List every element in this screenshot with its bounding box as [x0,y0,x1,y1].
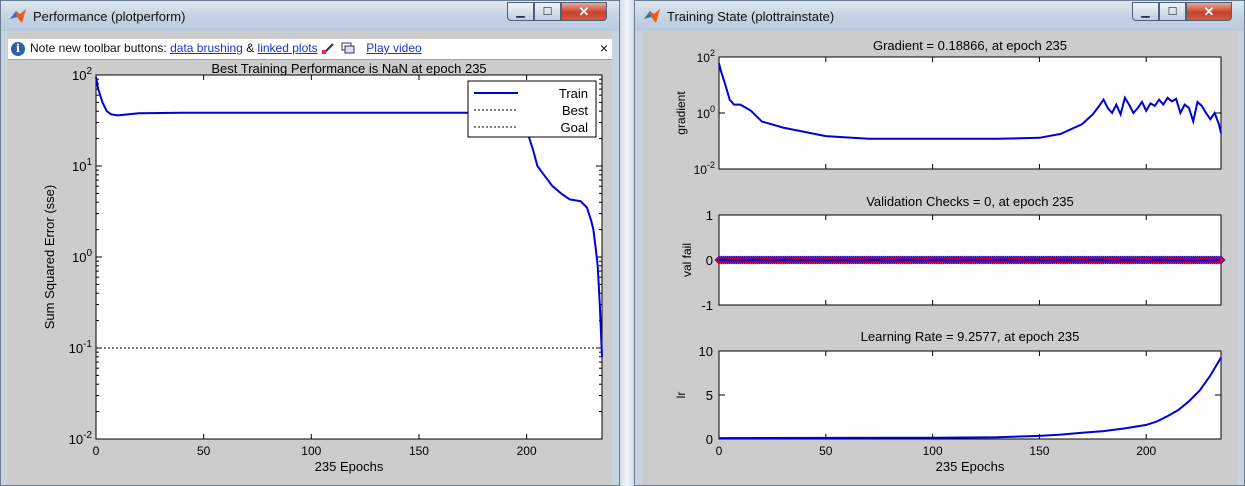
info-amp: & [246,41,255,55]
performance-window: Performance (plotperform) ▁ ☐ ✕ Best Tra… [0,0,620,486]
toolbar-info-bar: i Note new toolbar buttons: data brushin… [8,39,612,60]
gradient-plot-title: Gradient = 0.18866, at epoch 235 [873,38,1067,53]
performance-xtick-label: 100 [301,444,321,458]
gradient-axes [718,56,1222,170]
learning-rate-xtick-label: 150 [1029,444,1049,458]
close-button[interactable]: ✕ [1186,2,1232,21]
minimize-button[interactable]: ▁ [1132,2,1159,21]
validation-ytick-label: -1 [701,298,713,313]
performance-ytick-label: 101 [72,157,92,174]
learning-rate-xtick-label: 200 [1136,444,1156,458]
linked-plots-link[interactable]: linked plots [257,41,318,55]
performance-xtick-label: 0 [93,444,100,458]
maximize-button[interactable]: ☐ [534,2,561,21]
performance-window-title: Performance (plotperform) [33,9,186,24]
performance-plot-title: Best Training Performance is NaN at epoc… [211,61,486,76]
learning-rate-ylabel: lr [674,392,688,399]
performance-legend [467,80,597,138]
learning-rate-xlabel: 235 Epochs [936,459,1005,474]
performance-ytick-label: 10-1 [69,339,93,356]
info-bar-close-button[interactable]: × [599,40,608,56]
learning-rate-series-line [718,356,1222,440]
performance-ytick-label: 100 [72,248,92,265]
validation-ytick-label: 1 [706,208,713,223]
performance-xtick-label: 150 [409,444,429,458]
learning-rate-ytick-label: 0 [706,432,713,447]
gradient-ylabel: gradient [674,91,688,135]
window-gap [620,0,634,486]
data-brushing-link[interactable]: data brushing [170,41,243,55]
gradient-ytick-label: 100 [697,104,715,121]
brush-icon[interactable] [321,42,337,54]
learning-rate-xtick-label: 50 [819,444,833,458]
performance-xtick-label: 200 [517,444,537,458]
performance-client: Best Training Performance is NaN at epoc… [8,31,612,485]
learning-rate-ytick-label: 5 [706,388,713,403]
maximize-button[interactable]: ☐ [1159,2,1186,21]
gradient-ytick-label: 10-2 [694,160,715,177]
legend-entry-train: Train [559,86,588,101]
minimize-button[interactable]: ▁ [507,2,534,21]
gradient-series-line [718,62,1222,140]
performance-ylabel: Sum Squared Error (sse) [42,185,57,330]
training-caption-buttons: ▁ ☐ ✕ [1132,2,1232,22]
validation-plot-title: Validation Checks = 0, at epoch 235 [866,194,1074,209]
performance-xtick-label: 50 [197,444,211,458]
legend-entry-goal: Goal [561,120,589,135]
matlab-logo-icon [644,9,660,23]
legend-entry-best: Best [562,103,588,118]
info-note-text: Note new toolbar buttons: [30,41,167,55]
performance-caption-buttons: ▁ ☐ ✕ [507,2,607,22]
info-icon: i [11,42,25,56]
play-video-link[interactable]: Play video [366,41,422,55]
learning-rate-axes [718,350,1222,440]
training-state-window-title: Training State (plottrainstate) [667,9,835,24]
gradient-ytick-label: 102 [697,48,715,65]
linked-plots-icon[interactable] [340,42,356,54]
validation-ylabel: val fail [680,243,694,277]
learning-rate-ytick-label: 10 [699,344,713,359]
close-button[interactable]: ✕ [561,2,607,21]
learning-rate-xtick-label: 100 [923,444,943,458]
performance-plot: Best Training Performance is NaN at epoc… [42,61,603,474]
performance-ytick-label: 10-2 [69,430,93,447]
training-state-client: Gradient = 0.18866, at epoch 235 102 100 10… [642,31,1237,485]
training-state-window: Training State (plottrainstate) ▁ ☐ ✕ Gr… [634,0,1245,486]
matlab-logo-icon [10,9,26,23]
learning-rate-plot-title: Learning Rate = 9.2577, at epoch 235 [861,329,1080,344]
performance-xlabel: 235 Epochs [315,459,384,474]
performance-ytick-label: 102 [72,66,92,83]
validation-ytick-label: 0 [706,253,713,268]
learning-rate-xtick-label: 0 [716,444,723,458]
training-state-plots: Gradient = 0.18866, at epoch 23510210010… [674,38,1226,474]
